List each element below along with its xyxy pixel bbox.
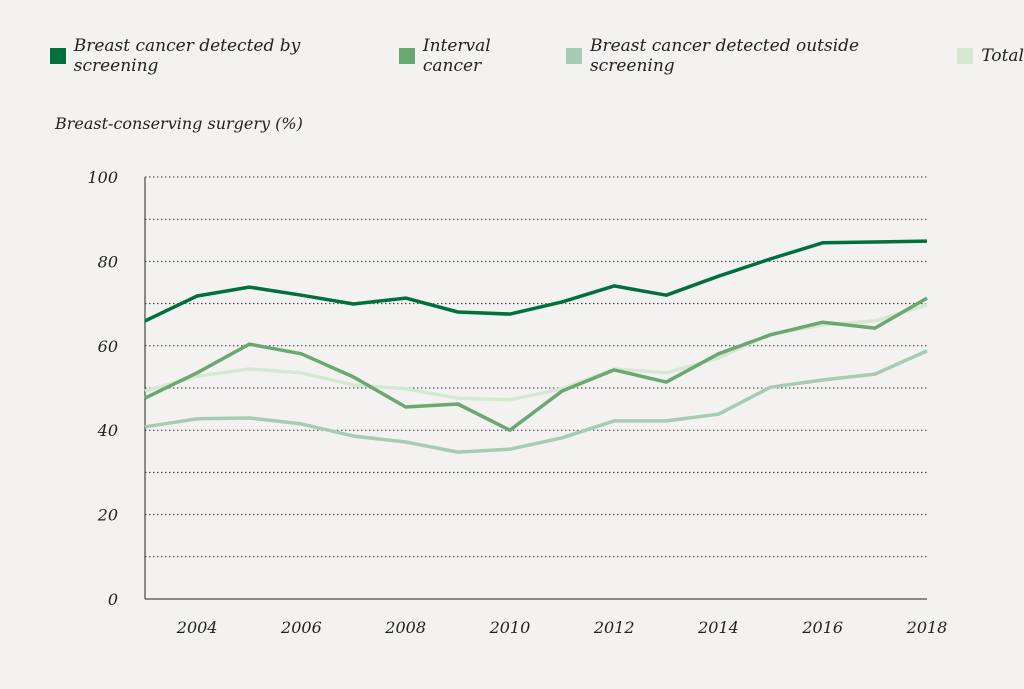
- series-line-0: [144, 239, 928, 323]
- legend-label: Interval cancer: [422, 36, 491, 76]
- x-tick-label: 2008: [384, 618, 426, 637]
- x-tick-label: 2014: [697, 618, 739, 637]
- x-tick-label: 2018: [906, 618, 948, 637]
- legend-label: Breast cancer detected by screening: [73, 36, 301, 76]
- series-line-3: [144, 303, 928, 402]
- y-tick-label: 20: [97, 506, 118, 525]
- x-tick-label: 2004: [176, 618, 218, 637]
- y-tick-label: 60: [98, 337, 118, 356]
- x-tick-label: 2006: [280, 618, 322, 637]
- series-line-1: [144, 296, 928, 432]
- legend-swatch: [50, 48, 66, 64]
- legend-swatch: [399, 48, 415, 64]
- legend-label: Total: [981, 46, 1024, 66]
- legend: Breast cancer detected by screening Inter…: [50, 36, 1024, 76]
- legend-item: Breast cancer detected by screening: [50, 36, 385, 76]
- x-tick-label: 2016: [801, 618, 843, 637]
- y-tick-label: 80: [98, 252, 118, 271]
- x-tick-label: 2012: [593, 618, 635, 637]
- legend-swatch: [957, 48, 974, 64]
- y-tick-label: 0: [108, 590, 118, 609]
- series-line-2: [144, 349, 928, 454]
- legend-item: Interval cancer: [399, 36, 552, 76]
- legend-item: Total: [957, 36, 1024, 76]
- x-tick-label: 2010: [489, 618, 531, 637]
- y-tick-label: 40: [97, 421, 118, 440]
- y-tick-label: 100: [87, 168, 118, 187]
- y-axis-label: Breast-conserving surgery (%): [55, 114, 303, 133]
- legend-item: Breast cancer detected outside screening: [566, 36, 943, 76]
- legend-label: Breast cancer detected outside screening: [589, 36, 860, 76]
- legend-swatch: [566, 48, 582, 64]
